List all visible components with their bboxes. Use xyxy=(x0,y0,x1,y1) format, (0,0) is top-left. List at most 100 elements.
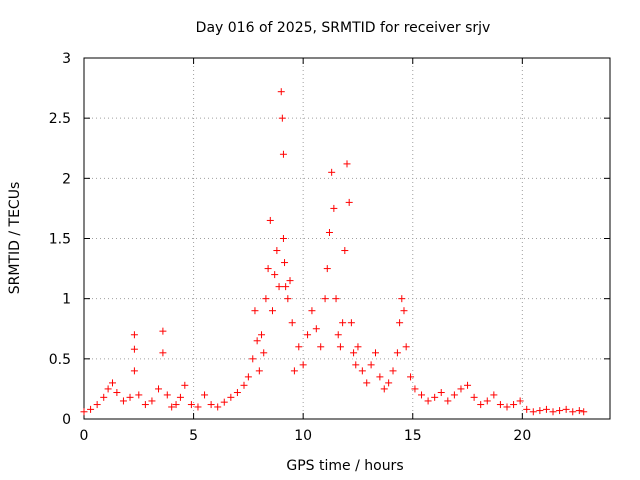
data-point xyxy=(227,393,235,401)
data-point xyxy=(347,319,355,327)
x-tick-label: 5 xyxy=(189,428,198,444)
x-axis-label: GPS time / hours xyxy=(286,458,403,474)
data-point xyxy=(87,405,95,413)
data-point xyxy=(290,367,298,375)
data-point xyxy=(279,235,287,242)
data-point xyxy=(284,295,292,303)
plot-frame xyxy=(83,57,611,420)
data-point xyxy=(450,391,458,399)
data-point xyxy=(389,367,397,375)
data-point xyxy=(343,160,351,168)
gridlines xyxy=(84,58,610,419)
data-point xyxy=(556,407,564,415)
data-point xyxy=(100,393,108,401)
data-point xyxy=(130,345,138,353)
data-point xyxy=(253,337,261,345)
data-point xyxy=(536,407,544,415)
data-point xyxy=(470,393,478,401)
data-point xyxy=(341,247,349,255)
data-point xyxy=(130,367,138,375)
data-point xyxy=(334,331,342,339)
data-point xyxy=(402,343,410,351)
data-point xyxy=(380,385,388,393)
data-point xyxy=(168,403,176,411)
data-point xyxy=(163,391,171,399)
data-point xyxy=(339,319,347,327)
data-point xyxy=(286,277,294,285)
data-point xyxy=(418,391,426,399)
data-point xyxy=(93,401,101,409)
data-point xyxy=(385,379,393,387)
y-tick-label: 2 xyxy=(62,171,71,187)
data-point xyxy=(266,216,274,224)
data-point xyxy=(457,385,465,393)
data-point xyxy=(172,401,180,409)
data-point xyxy=(363,379,371,387)
data-point xyxy=(516,397,524,405)
data-point xyxy=(141,401,149,409)
data-point xyxy=(424,397,432,405)
data-point xyxy=(295,343,303,351)
data-point xyxy=(562,405,570,413)
data-point xyxy=(207,401,215,409)
data-point xyxy=(396,319,404,327)
data-point xyxy=(130,331,138,339)
x-tick-label: 10 xyxy=(294,428,312,444)
data-point xyxy=(159,349,167,357)
data-point xyxy=(350,349,358,357)
data-point xyxy=(258,331,266,339)
data-point xyxy=(580,408,588,416)
data-point xyxy=(181,381,189,389)
data-point xyxy=(233,389,241,397)
data-point xyxy=(325,228,333,236)
data-point xyxy=(135,391,143,399)
y-tick-label: 3 xyxy=(62,51,71,67)
data-point xyxy=(411,385,419,393)
data-point xyxy=(279,150,287,158)
data-point xyxy=(214,403,222,411)
data-point xyxy=(575,407,583,415)
data-point xyxy=(187,401,195,409)
data-point xyxy=(148,397,156,405)
data-point xyxy=(569,408,577,416)
data-point xyxy=(119,397,127,405)
data-point xyxy=(113,389,121,397)
data-point xyxy=(273,247,281,255)
data-point xyxy=(529,408,537,416)
data-point xyxy=(299,361,307,369)
data-point xyxy=(354,343,362,351)
data-point xyxy=(104,385,112,393)
data-point xyxy=(288,319,296,327)
data-point xyxy=(398,295,406,303)
data-point xyxy=(444,397,452,405)
data-point xyxy=(477,401,485,409)
data-point xyxy=(282,283,290,291)
data-point xyxy=(155,385,163,393)
data-point xyxy=(431,393,439,401)
data-point xyxy=(240,381,248,389)
data-point xyxy=(159,327,167,335)
data-point xyxy=(304,331,312,339)
y-tick-label: 0.5 xyxy=(49,352,71,368)
data-point xyxy=(332,295,340,303)
data-point xyxy=(542,405,550,413)
data-point xyxy=(345,198,353,206)
data-point xyxy=(244,373,252,381)
data-point xyxy=(80,408,88,416)
chart-title: Day 016 of 2025, SRMTID for receiver srj… xyxy=(196,20,491,36)
data-point xyxy=(336,343,344,351)
data-point xyxy=(312,325,320,333)
data-point xyxy=(549,408,557,416)
y-tick-label: 1.5 xyxy=(49,232,71,248)
data-point xyxy=(510,401,518,409)
data-point xyxy=(278,114,286,122)
data-point xyxy=(255,367,263,375)
data-point xyxy=(201,391,209,399)
data-point xyxy=(400,307,408,315)
data-point xyxy=(503,403,511,411)
x-tick-label: 0 xyxy=(80,428,89,444)
data-point xyxy=(308,307,316,315)
data-point xyxy=(108,379,116,387)
data-point xyxy=(277,88,285,96)
